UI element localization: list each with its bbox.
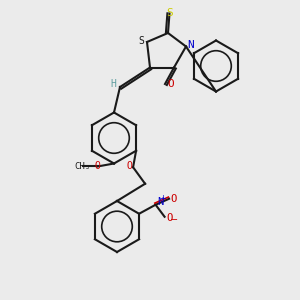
Text: −: − [169, 215, 178, 225]
Text: +: + [159, 194, 166, 203]
Text: O: O [166, 213, 172, 223]
Text: S: S [166, 8, 173, 19]
Text: O: O [94, 161, 100, 172]
Text: O: O [127, 161, 132, 171]
Text: H: H [110, 79, 116, 89]
Text: O: O [167, 79, 174, 89]
Text: N: N [157, 197, 163, 207]
Text: CH₃: CH₃ [74, 162, 91, 171]
Text: S: S [139, 35, 145, 46]
Text: O: O [170, 194, 177, 204]
Text: N: N [187, 40, 194, 50]
